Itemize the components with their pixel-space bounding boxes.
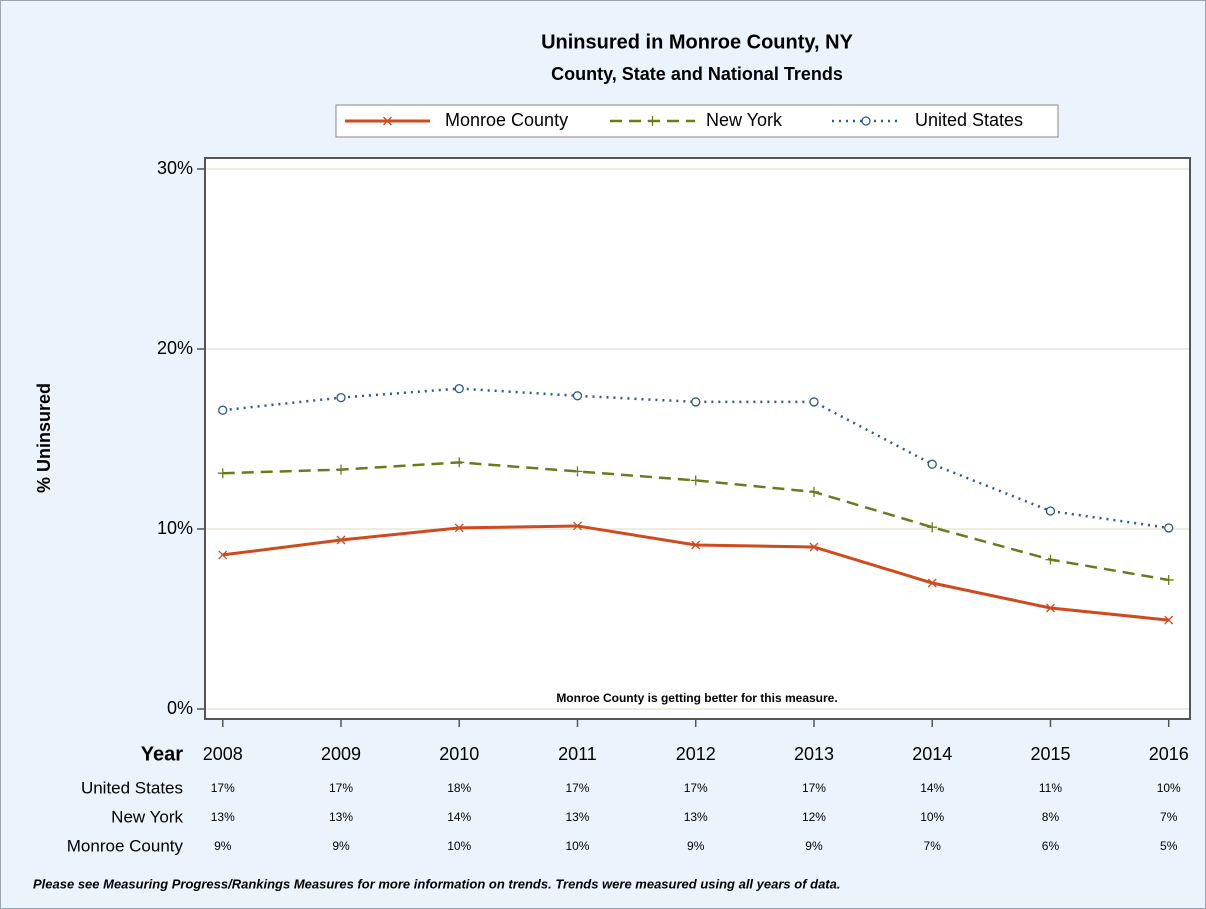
marker (1045, 554, 1056, 565)
marker (809, 397, 819, 407)
legend-marker (647, 116, 658, 126)
table-value: 10% (920, 810, 944, 824)
series-line (222, 461, 1169, 582)
table-row-label: New York (111, 807, 183, 826)
table-value: 13% (211, 810, 235, 824)
table-value: 17% (802, 781, 826, 795)
table-value: 17% (329, 781, 353, 795)
table-value: 14% (920, 781, 944, 795)
marker (809, 542, 819, 552)
marker (927, 522, 938, 533)
annotation: Monroe County is getting better for this… (556, 691, 837, 705)
x-tick-label: 2012 (676, 744, 716, 764)
marker (454, 457, 465, 468)
x-tick-label: 2016 (1149, 744, 1189, 764)
marker (572, 391, 583, 401)
y-tick-label: 20% (157, 338, 193, 358)
marker (454, 383, 464, 394)
table-value: 13% (329, 810, 353, 824)
table-value: 9% (332, 839, 350, 853)
legend-marker (383, 116, 392, 126)
table-value: 7% (1160, 810, 1178, 824)
marker (335, 464, 346, 475)
table-value: 18% (447, 781, 471, 795)
table-value: 7% (924, 839, 942, 853)
chart-subtitle: County, State and National Trends (551, 64, 843, 84)
x-axis-label: Year (141, 743, 183, 765)
x-tick-label: 2015 (1030, 744, 1070, 764)
marker (218, 405, 228, 415)
table-value: 13% (565, 810, 589, 824)
x-tick-label: 2011 (558, 744, 597, 764)
table-value: 9% (214, 839, 232, 853)
x-tick-label: 2008 (203, 744, 243, 764)
footnote: Please see Measuring Progress/Rankings M… (33, 876, 840, 891)
plot-frame (204, 157, 1191, 720)
y-tick-label: 30% (157, 158, 193, 178)
marker (454, 523, 464, 533)
table-value: 6% (1042, 839, 1060, 853)
x-tick-label: 2009 (321, 744, 361, 764)
y-tick-label: 0% (167, 698, 193, 718)
table-value: 13% (684, 810, 708, 824)
marker (336, 392, 346, 403)
table-value: 12% (802, 810, 826, 824)
legend-label: New York (706, 110, 783, 130)
marker (808, 486, 819, 497)
table-value: 10% (447, 839, 471, 853)
marker (217, 468, 228, 479)
marker (1164, 523, 1174, 533)
table-value: 14% (447, 810, 471, 824)
table-value: 5% (1160, 839, 1178, 853)
marker (336, 535, 346, 545)
marker (1046, 603, 1055, 613)
marker (218, 550, 228, 560)
marker (1164, 615, 1174, 625)
marker (573, 521, 582, 531)
plot-area (205, 158, 1190, 719)
x-tick-label: 2010 (439, 744, 479, 764)
table-value: 17% (211, 781, 235, 795)
marker (691, 540, 701, 550)
table-value: 9% (687, 839, 705, 853)
table-value: 17% (684, 781, 708, 795)
table-row-label: United States (81, 778, 183, 797)
legend-label: Monroe County (445, 110, 568, 130)
x-tick-label: 2013 (794, 744, 834, 764)
x-tick-label: 2014 (912, 744, 952, 764)
table-value: 9% (805, 839, 823, 853)
marker (927, 578, 937, 588)
table-row-label: Monroe County (67, 836, 184, 855)
legend (335, 104, 1059, 138)
legend-marker (861, 116, 871, 126)
table-value: 10% (1157, 781, 1181, 795)
marker (927, 459, 937, 469)
y-axis-label: % Uninsured (34, 383, 54, 493)
table-value: 11% (1039, 781, 1062, 795)
y-tick-label: 10% (157, 518, 193, 538)
table-value: 8% (1042, 810, 1060, 824)
marker (690, 475, 701, 486)
marker (572, 466, 583, 477)
legend-label: United States (915, 110, 1023, 130)
marker (691, 397, 701, 407)
table-value: 17% (565, 781, 589, 795)
chart-title: Uninsured in Monroe County, NY (541, 31, 854, 53)
marker (1163, 574, 1174, 585)
table-value: 10% (565, 839, 589, 853)
marker (1045, 506, 1056, 516)
